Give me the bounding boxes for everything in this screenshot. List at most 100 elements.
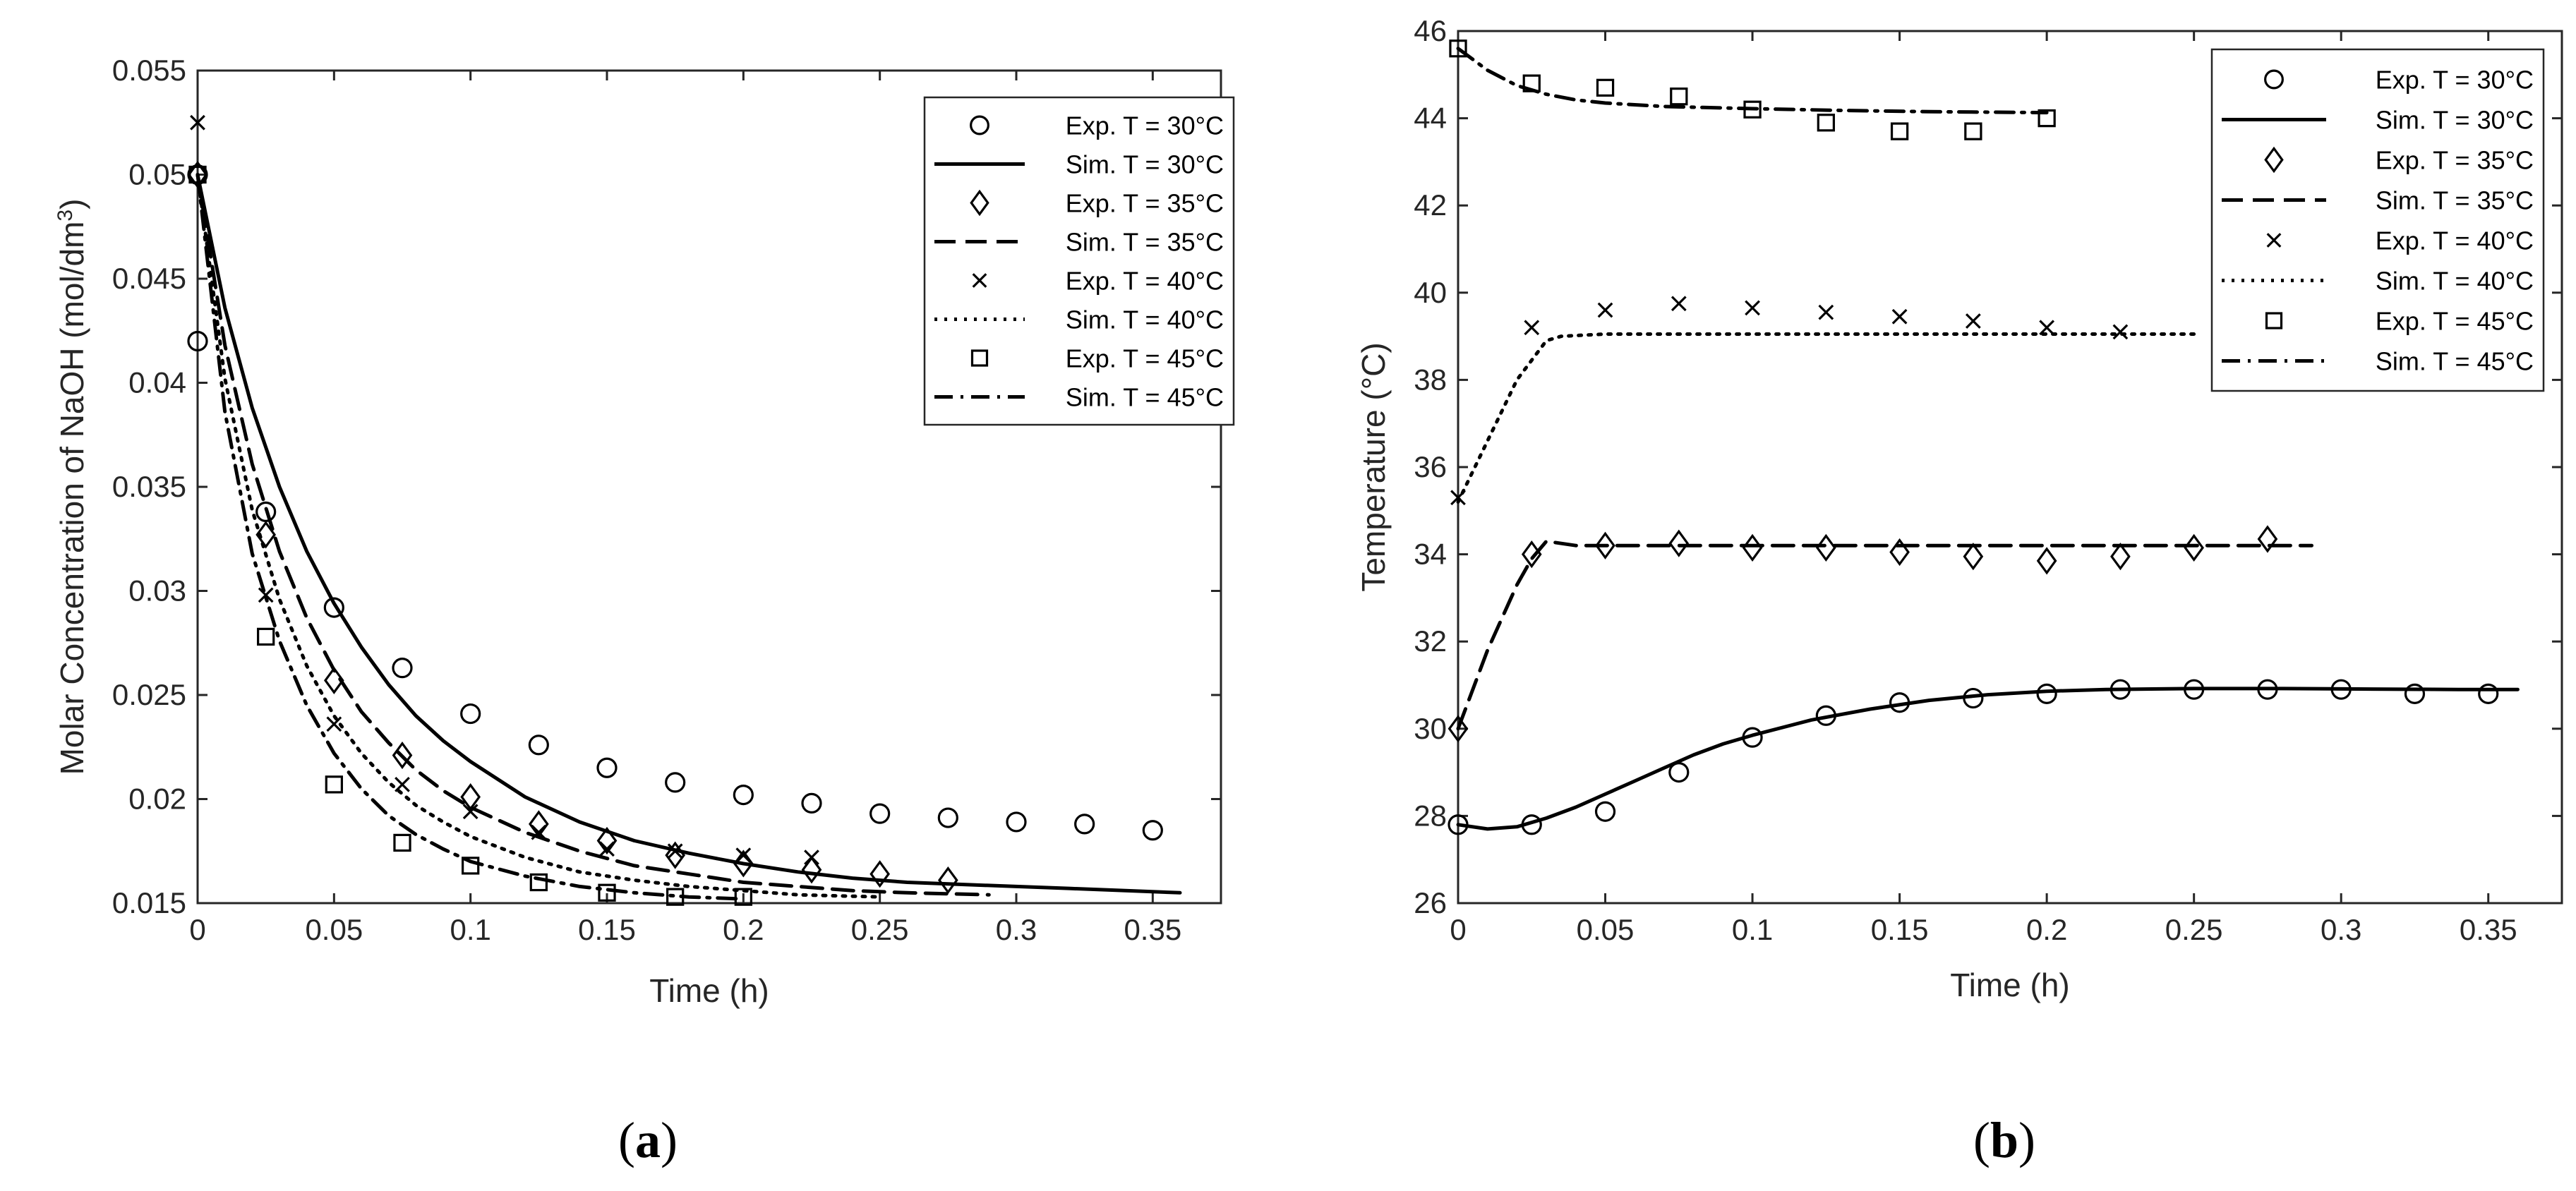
legend-label-b-4: Exp. T = 40°C [2376, 226, 2534, 255]
data-point-a-2 [938, 866, 958, 895]
data-point-b-2 [1668, 529, 1690, 557]
y-tick-label-a: 0.055 [112, 54, 186, 87]
data-point-b-2 [1889, 538, 1910, 567]
data-point-b-6 [1670, 87, 1688, 106]
series-line-a-3 [195, 173, 991, 897]
legend-label-a-3: Sim. T = 35°C [1066, 228, 1224, 257]
data-point-a-2 [255, 521, 276, 549]
x-tick-label-a: 0.25 [851, 913, 909, 946]
data-point-a-6 [393, 833, 411, 852]
x-tick-label-b: 0.15 [1871, 913, 1929, 946]
data-point-a-6 [529, 873, 548, 892]
legend-label-b-6: Exp. T = 45°C [2376, 307, 2534, 336]
data-point-b-6 [1817, 114, 1835, 132]
y-axis-label-a-close: ) [54, 199, 90, 210]
y-tick-label-a: 0.045 [112, 262, 186, 295]
y-tick-label-b: 42 [1414, 188, 1447, 222]
data-point-b-6 [1449, 40, 1467, 58]
data-point-a-6 [598, 883, 616, 902]
y-tick-label-b: 26 [1414, 886, 1447, 919]
data-point-a-4 [258, 587, 274, 603]
y-axis-label-a-sup: 3 [54, 210, 77, 222]
data-point-a-4 [190, 114, 205, 131]
data-point-b-2 [2257, 525, 2278, 553]
x-tick-label-a: 0.35 [1124, 913, 1181, 946]
data-point-a-0 [528, 734, 549, 756]
data-point-a-0 [323, 597, 344, 618]
data-point-b-0 [2404, 683, 2426, 704]
y-tick-label-b: 34 [1414, 538, 1447, 571]
series-line-b-5 [1456, 332, 2196, 504]
series-b [1448, 40, 2520, 835]
legend-label-a-5: Sim. T = 40°C [1066, 306, 1224, 334]
chart-b: 0 0.05 0.1 0.15 0.2 0.25 0.3 0.35 26 28 30 32 34 36 38… [1355, 14, 2563, 1168]
data-point-a-4 [531, 824, 547, 840]
data-point-b-4 [2112, 324, 2129, 340]
x-tick-label-a: 0.05 [305, 913, 363, 946]
x-tick-label-b: 0 [1450, 913, 1466, 946]
ticks-a: 0 0.05 0.1 0.15 0.2 0.25 0.3 0.35 0.015 0.02 0.025… [112, 54, 1221, 946]
legend-label-b-2: Exp. T = 35°C [2376, 146, 2534, 175]
legend-marker-b-0 [2264, 69, 2284, 90]
legend-b: Exp. T = 30°C Sim. T = 30°C Exp. T = 35°C S… [2210, 48, 2545, 392]
y-tick-label-a: 0.05 [128, 158, 186, 191]
data-point-b-6 [1890, 122, 1909, 140]
data-point-b-2 [1963, 543, 1984, 571]
legend-label-a-2: Exp. T = 35°C [1066, 189, 1224, 218]
legend-label-b-3: Sim. T = 35°C [2376, 186, 2534, 215]
legend-marker-b-2 [2264, 146, 2284, 174]
legend-label-b-7: Sim. T = 45°C [2376, 347, 2534, 376]
data-point-a-0 [665, 772, 686, 793]
y-tick-label-a: 0.04 [128, 366, 186, 399]
ticks-b: 0 0.05 0.1 0.15 0.2 0.25 0.3 0.35 26 28 30 32 34 36 38… [1414, 14, 2562, 946]
y-tick-label-b: 28 [1414, 799, 1447, 832]
legend-label-b-1: Sim. T = 30°C [2376, 106, 2534, 135]
y-tick-label-b: 36 [1414, 450, 1447, 483]
x-tick-label-a: 0 [189, 913, 205, 946]
y-tick-label-a: 0.015 [112, 886, 186, 919]
legend-label-a-1: Sim. T = 30°C [1066, 150, 1224, 179]
data-point-a-4 [667, 843, 683, 859]
y-tick-label-b: 38 [1414, 363, 1447, 396]
x-tick-label-b: 0.05 [1577, 913, 1635, 946]
y-tick-label-b: 32 [1414, 624, 1447, 658]
data-point-a-0 [596, 757, 618, 778]
x-tick-label-b: 0.1 [1732, 913, 1773, 946]
legend-marker-a-0 [970, 115, 989, 135]
data-point-a-6 [257, 627, 275, 646]
y-tick-label-a: 0.035 [112, 470, 186, 503]
data-point-a-6 [325, 775, 343, 794]
legend-label-b-0: Exp. T = 30°C [2376, 66, 2534, 95]
data-point-a-6 [734, 888, 752, 906]
x-tick-label-a: 0.15 [578, 913, 636, 946]
data-point-b-0 [2478, 683, 2499, 704]
x-tick-label-b: 0.2 [2026, 913, 2067, 946]
data-point-a-4 [326, 716, 342, 732]
data-point-b-2 [2184, 533, 2204, 562]
data-point-a-2 [324, 666, 344, 694]
caption-b: (b) [1973, 1112, 2035, 1168]
y-axis-label-a-text: Molar Concentration of NaOH (mol/dm [54, 222, 90, 775]
data-point-a-2 [596, 826, 618, 855]
series-a [187, 114, 1182, 906]
data-point-b-4 [1671, 296, 1687, 312]
series-line-b-7 [1456, 47, 2049, 115]
legend-box-a [923, 96, 1235, 426]
legend-marker-b-4 [2266, 233, 2282, 248]
data-point-b-6 [2038, 109, 2056, 128]
x-tick-label-a: 0.2 [723, 913, 764, 946]
series-line-a-1 [195, 173, 1182, 895]
data-point-b-4 [1891, 308, 1908, 325]
y-axis-label-b: Temperature (°C) [1355, 342, 1392, 591]
data-point-b-4 [1524, 320, 1540, 336]
data-point-b-0 [1594, 801, 1616, 822]
legend-label-a-0: Exp. T = 30°C [1066, 111, 1224, 140]
data-point-a-6 [462, 857, 480, 875]
y-tick-label-a: 0.03 [128, 574, 186, 607]
caption-b-letter: b [1990, 1112, 2018, 1168]
caption-a: (a) [618, 1112, 678, 1168]
legend-label-b-5: Sim. T = 40°C [2376, 267, 2534, 296]
data-point-b-4 [1965, 313, 1981, 329]
x-axis-label-b: Time (h) [1950, 967, 2070, 1003]
